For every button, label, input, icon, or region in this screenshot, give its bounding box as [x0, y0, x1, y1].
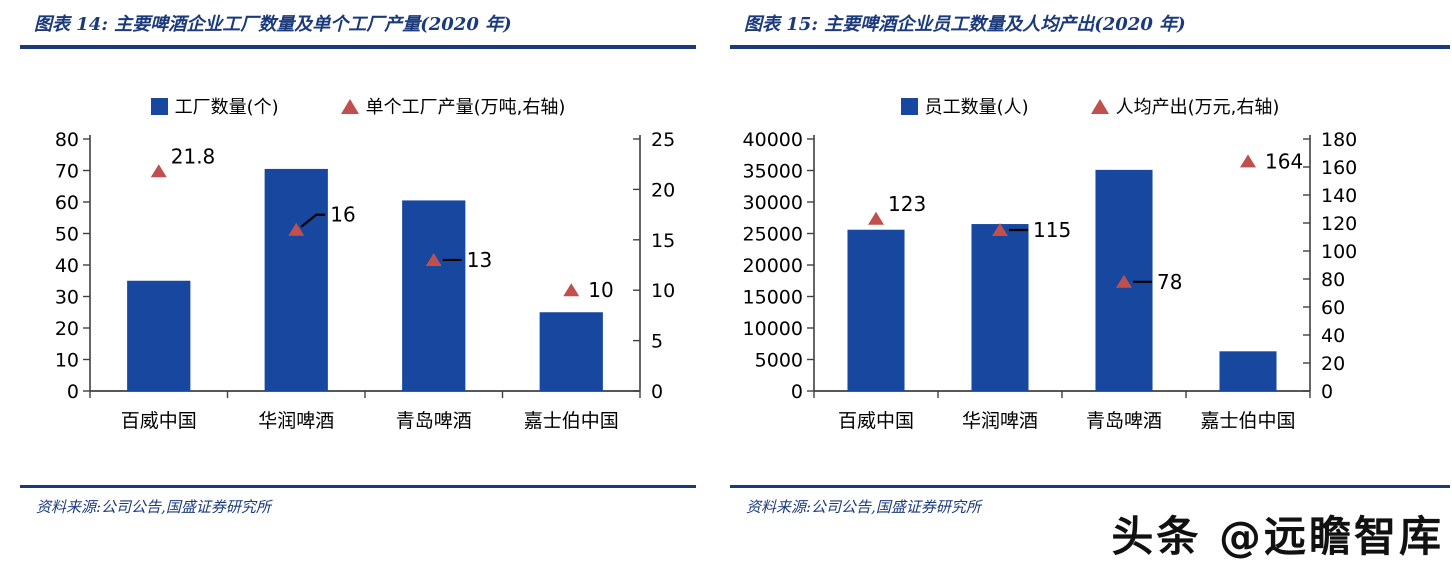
figure-14-source: 资料来源:公司公告,国盛证券研究所	[20, 485, 696, 517]
left-axis-tick-label: 50	[55, 224, 79, 246]
chart-svg: 0 5000 10000 15000 20000 25000 30000 35000 40000…	[743, 129, 1358, 432]
bar-嘉士伯中国	[1219, 351, 1277, 391]
right-axis-tick-label: 5	[651, 331, 663, 353]
figure-15: 图表 15: 主要啤酒企业员工数量及人均产出(2020 年) 员工数量(人) 人…	[730, 6, 1450, 517]
figure-15-legend: 员工数量(人) 人均产出(万元,右轴)	[730, 93, 1450, 119]
category-label: 百威中国	[121, 410, 197, 432]
point-label: 78	[1157, 270, 1182, 294]
left-axis-tick-label: 40000	[743, 129, 803, 151]
triangle-marker-嘉士伯中国	[1240, 154, 1256, 168]
left-axis-tick-label: 10	[55, 350, 79, 372]
employee-count-output-chart: 0 5000 10000 15000 20000 25000 30000 35000 40000…	[730, 125, 1450, 451]
left-axis-tick-label: 25000	[743, 224, 803, 246]
triangle-marker-青岛啤酒	[1116, 274, 1132, 288]
chart-svg: 0 10 20 30 40 50 60 70 80 0 5 10 15 20 25 21.8 16 13 10 百威中…	[55, 129, 675, 432]
left-axis-tick-label: 35000	[743, 161, 803, 183]
left-axis-tick-label: 15000	[743, 287, 803, 309]
legend-label: 单个工厂产量(万吨,右轴)	[365, 97, 566, 118]
legend-label: 员工数量(人)	[924, 97, 1029, 118]
triangle-marker-华润啤酒	[992, 223, 1008, 236]
category-label: 华润啤酒	[258, 410, 334, 432]
right-axis-tick-label: 40	[1321, 325, 1345, 347]
category-label: 嘉士伯中国	[524, 410, 619, 432]
right-axis-tick-label: 100	[1321, 241, 1357, 263]
left-axis-tick-label: 30	[55, 287, 79, 309]
right-axis-tick-label: 20	[651, 179, 675, 201]
category-label: 百威中国	[838, 410, 914, 432]
triangle-marker-青岛啤酒	[425, 252, 442, 266]
bar-百威中国	[127, 280, 191, 391]
figure-15-title: 图表 15: 主要啤酒企业员工数量及人均产出(2020 年)	[730, 6, 1450, 49]
left-axis-tick-label: 60	[55, 192, 79, 214]
legend-label: 人均产出(万元,右轴)	[1115, 97, 1280, 118]
blue-square-swatch	[150, 97, 168, 115]
triangle-marker-百威中国	[868, 211, 884, 225]
category-label: 青岛啤酒	[396, 410, 472, 432]
legend-item-bars: 工厂数量(个)	[150, 93, 279, 119]
blue-square-swatch	[900, 97, 918, 115]
right-axis-tick-label: 140	[1321, 185, 1357, 207]
bar-青岛啤酒	[402, 200, 466, 391]
triangle-marker-嘉士伯中国	[563, 283, 580, 297]
left-axis-tick-label: 0	[791, 381, 803, 403]
left-axis-tick-label: 30000	[743, 192, 803, 214]
point-label: 13	[467, 248, 492, 272]
left-axis-tick-label: 70	[55, 161, 79, 183]
point-label: 115	[1033, 218, 1071, 242]
point-label: 164	[1265, 149, 1303, 173]
triangle-marker-百威中国	[150, 164, 167, 178]
right-axis-tick-label: 25	[651, 129, 675, 151]
right-axis-tick-label: 120	[1321, 213, 1357, 235]
left-axis-tick-label: 5000	[755, 350, 803, 372]
right-axis-tick-label: 60	[1321, 297, 1345, 319]
figure-15-source: 资料来源:公司公告,国盛证券研究所	[730, 485, 1450, 517]
bar-华润啤酒	[264, 168, 328, 391]
legend-label: 工厂数量(个)	[174, 97, 279, 118]
left-axis-tick-label: 10000	[743, 318, 803, 340]
right-axis-tick-label: 180	[1321, 129, 1357, 151]
right-axis-tick-label: 0	[651, 381, 663, 403]
bar-华润啤酒	[971, 224, 1029, 391]
category-label: 嘉士伯中国	[1200, 410, 1295, 432]
watermark-text: 头条 @远瞻智库	[1111, 512, 1444, 561]
category-label: 青岛啤酒	[1086, 410, 1162, 432]
point-label: 16	[330, 203, 355, 227]
left-axis-tick-label: 80	[55, 129, 79, 151]
legend-item-bars: 员工数量(人)	[900, 93, 1029, 119]
category-label: 华润啤酒	[962, 410, 1038, 432]
point-label: 123	[888, 192, 926, 216]
figure-14-legend: 工厂数量(个) 单个工厂产量(万吨,右轴)	[20, 93, 696, 119]
point-label: 21.8	[171, 144, 216, 168]
figure-14-title: 图表 14: 主要啤酒企业工厂数量及单个工厂产量(2020 年)	[20, 6, 696, 49]
left-axis-tick-label: 40	[55, 255, 79, 277]
right-axis-tick-label: 15	[651, 230, 675, 252]
left-axis-tick-label: 20	[55, 318, 79, 340]
figure-14: 图表 14: 主要啤酒企业工厂数量及单个工厂产量(2020 年) 工厂数量(个)…	[20, 6, 696, 517]
left-axis-tick-label: 0	[67, 381, 79, 403]
legend-item-triangles: 人均产出(万元,右轴)	[1090, 93, 1280, 119]
red-triangle-swatch	[340, 98, 359, 114]
triangle-marker-华润啤酒	[288, 222, 305, 236]
red-triangle-swatch	[1090, 98, 1109, 114]
left-axis-tick-label: 20000	[743, 255, 803, 277]
bar-嘉士伯中国	[539, 312, 603, 391]
right-axis-tick-label: 0	[1321, 381, 1333, 403]
right-axis-tick-label: 10	[651, 280, 675, 302]
leader-line	[300, 213, 326, 228]
legend-item-triangles: 单个工厂产量(万吨,右轴)	[340, 93, 566, 119]
right-axis-tick-label: 80	[1321, 269, 1345, 291]
right-axis-tick-label: 20	[1321, 353, 1345, 375]
bar-百威中国	[847, 229, 905, 391]
factory-count-output-chart: 0 10 20 30 40 50 60 70 80 0 5 10 15 20 25 21.8 16 13 10 百威中…	[20, 125, 696, 451]
point-label: 10	[588, 278, 613, 302]
right-axis-tick-label: 160	[1321, 157, 1357, 179]
